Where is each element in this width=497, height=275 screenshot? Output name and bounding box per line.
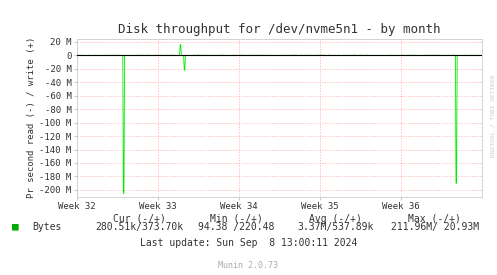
Text: Last update: Sun Sep  8 13:00:11 2024: Last update: Sun Sep 8 13:00:11 2024 bbox=[140, 238, 357, 248]
Text: 280.51k/373.70k: 280.51k/373.70k bbox=[95, 222, 183, 232]
Text: 211.96M/ 20.93M: 211.96M/ 20.93M bbox=[391, 222, 479, 232]
Title: Disk throughput for /dev/nvme5n1 - by month: Disk throughput for /dev/nvme5n1 - by mo… bbox=[118, 23, 441, 36]
Text: Munin 2.0.73: Munin 2.0.73 bbox=[219, 261, 278, 270]
Text: Avg (-/+): Avg (-/+) bbox=[309, 214, 362, 224]
Text: Cur (-/+): Cur (-/+) bbox=[113, 214, 166, 224]
Text: RRDTOOL / TOBI OETIKER: RRDTOOL / TOBI OETIKER bbox=[491, 74, 496, 157]
Text: Bytes: Bytes bbox=[32, 222, 62, 232]
Y-axis label: Pr second read (-) / write (+): Pr second read (-) / write (+) bbox=[27, 37, 36, 198]
Text: 3.37M/537.89k: 3.37M/537.89k bbox=[297, 222, 374, 232]
Text: 94.38 /220.48: 94.38 /220.48 bbox=[198, 222, 274, 232]
Text: ■: ■ bbox=[12, 222, 19, 232]
Text: Max (-/+): Max (-/+) bbox=[409, 214, 461, 224]
Text: Min (-/+): Min (-/+) bbox=[210, 214, 262, 224]
